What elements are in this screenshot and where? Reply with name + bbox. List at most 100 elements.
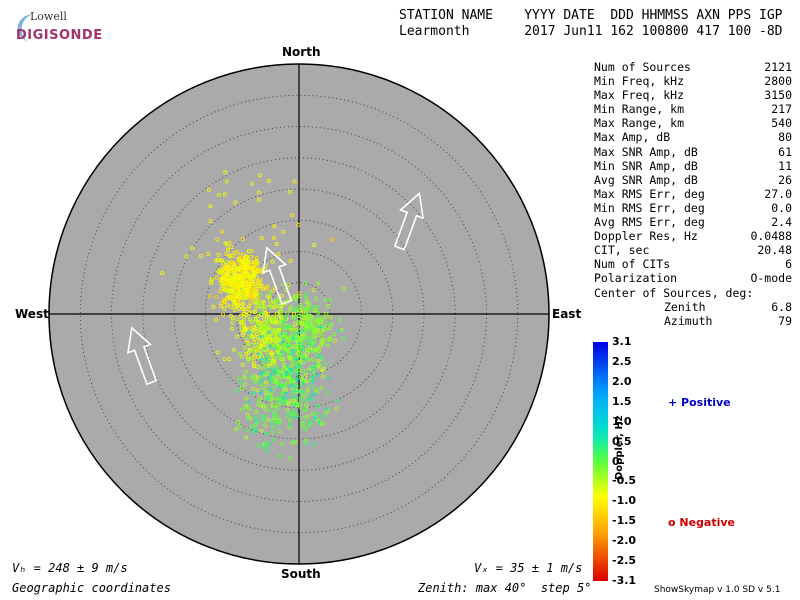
source-point — [252, 310, 257, 315]
source-point — [301, 393, 306, 398]
source-point — [242, 375, 247, 380]
source-point — [266, 408, 271, 413]
source-point — [245, 412, 250, 417]
positive-doppler-point — [334, 398, 339, 403]
source-point — [254, 306, 259, 311]
source-point — [253, 269, 258, 274]
positive-doppler-point — [265, 358, 270, 363]
source-point — [272, 224, 277, 229]
source-point — [260, 338, 265, 343]
source-point — [218, 303, 223, 308]
source-point — [267, 318, 272, 323]
positive-doppler-point — [253, 418, 258, 423]
source-point — [239, 255, 244, 260]
positive-doppler-point — [295, 343, 300, 349]
source-point — [219, 281, 224, 286]
source-point — [248, 326, 253, 331]
source-point — [261, 444, 266, 449]
source-point — [275, 406, 280, 411]
positive-doppler-point — [313, 361, 318, 367]
source-point — [264, 370, 269, 375]
source-point — [304, 427, 309, 432]
colorbar-tick-label: -2.5 — [612, 554, 637, 568]
source-point — [317, 323, 322, 328]
positive-doppler-point — [315, 372, 320, 377]
source-point — [247, 317, 252, 322]
source-point — [255, 419, 260, 424]
drift-arrow — [393, 191, 425, 251]
source-point — [271, 235, 276, 240]
source-point — [285, 311, 290, 316]
stat-label: Min Freq, kHz — [594, 74, 685, 89]
source-point — [279, 375, 284, 380]
source-point — [236, 294, 241, 299]
source-point — [211, 304, 216, 309]
source-point — [299, 321, 304, 326]
source-point — [270, 379, 275, 384]
source-point — [251, 347, 256, 352]
source-point — [226, 281, 231, 286]
positive-doppler-point — [284, 372, 290, 378]
source-point — [264, 350, 269, 355]
source-point — [266, 354, 271, 359]
positive-doppler-point — [291, 415, 296, 420]
source-point — [250, 423, 255, 428]
stat-value: 27.0 — [764, 186, 792, 201]
source-point — [253, 284, 258, 289]
source-point — [223, 170, 228, 175]
positive-doppler-point — [250, 349, 255, 354]
stat-row: Num of Sources 2121 — [594, 60, 792, 74]
positive-doppler-point — [294, 371, 299, 377]
source-point — [276, 327, 281, 332]
source-point — [314, 411, 319, 416]
positive-doppler-point — [294, 357, 299, 362]
positive-doppler-point — [306, 382, 312, 388]
source-point — [238, 380, 243, 385]
source-point — [209, 279, 214, 284]
positive-doppler-point — [305, 322, 311, 327]
source-point — [255, 295, 260, 300]
positive-doppler-point — [268, 305, 273, 310]
source-point — [267, 298, 272, 303]
stat-label: Doppler Res, Hz — [594, 229, 698, 244]
source-point — [298, 374, 303, 379]
colorbar-tick-label: -1.0 — [612, 494, 637, 508]
source-point — [287, 323, 292, 328]
positive-doppler-point — [289, 367, 294, 373]
source-point — [214, 294, 219, 299]
center-zenith-label: Zenith — [664, 299, 706, 314]
positive-doppler-point — [307, 378, 312, 383]
stat-value: 6 — [785, 257, 792, 272]
source-point — [224, 274, 229, 279]
source-point — [289, 363, 294, 368]
positive-doppler-point — [308, 349, 313, 354]
source-point — [245, 273, 250, 278]
stat-label: Max Range, km — [594, 116, 685, 131]
source-point — [207, 187, 212, 192]
source-point — [287, 456, 292, 461]
positive-doppler-point — [301, 336, 307, 341]
source-point — [260, 374, 265, 379]
source-point — [245, 291, 250, 296]
colorbar-tick-label: -0.5 — [612, 474, 637, 488]
source-point — [252, 343, 257, 348]
stat-row: Min SNR Amp, dB 11 — [594, 159, 792, 173]
source-point — [253, 379, 258, 384]
source-point — [237, 351, 242, 356]
source-point — [249, 320, 254, 325]
source-point — [307, 338, 312, 343]
center-zenith-value: 6.8 — [771, 299, 792, 314]
source-point — [281, 229, 286, 234]
source-point — [251, 374, 256, 379]
source-point — [233, 291, 238, 296]
source-point — [339, 328, 344, 333]
source-point — [299, 314, 304, 319]
positive-doppler-point — [287, 343, 293, 348]
source-point — [219, 258, 224, 263]
source-point — [291, 307, 296, 312]
source-point — [221, 261, 226, 266]
positive-doppler-point — [284, 382, 290, 387]
source-point — [224, 179, 229, 184]
source-point — [243, 328, 248, 333]
source-point — [260, 286, 265, 291]
